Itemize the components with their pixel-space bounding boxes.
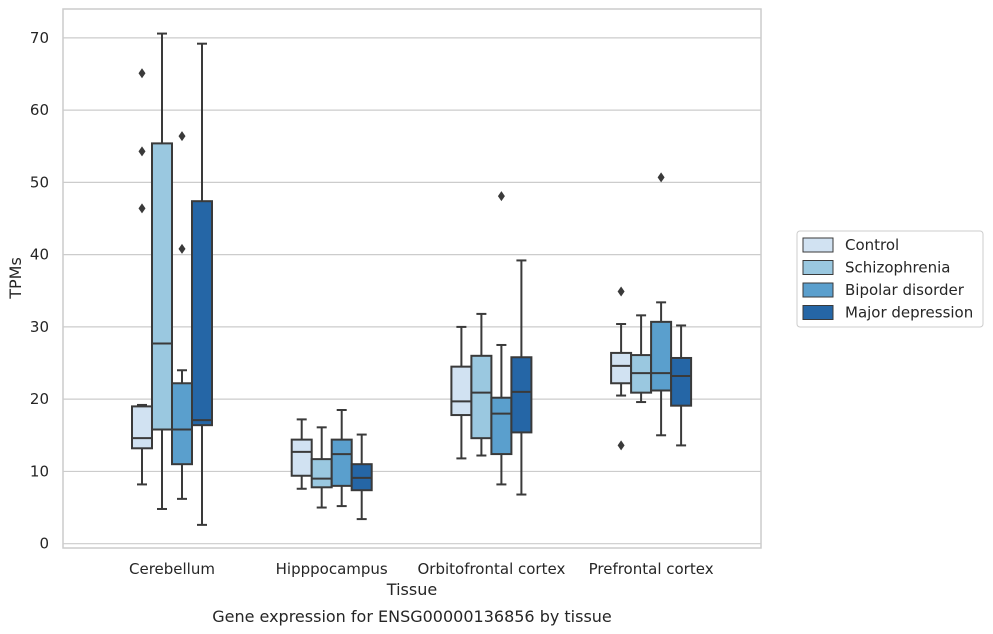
chart-caption: Gene expression for ENSG00000136856 by t… <box>212 607 612 626</box>
legend-swatch <box>802 260 834 275</box>
box-body <box>450 365 473 417</box>
y-tick-label: 50 <box>30 173 49 191</box>
box-body <box>330 438 353 487</box>
legend-label: Bipolar disorder <box>845 281 965 299</box>
box-2-2 <box>490 191 513 486</box>
box-3-1 <box>630 314 653 404</box>
box-0-1 <box>151 32 173 510</box>
box-body <box>510 356 533 434</box>
x-tick-label: Cerebellum <box>129 560 215 578</box>
box-2-1 <box>470 312 493 457</box>
y-tick-label: 70 <box>30 29 49 47</box>
box-3-3 <box>670 324 693 447</box>
box-0-2 <box>171 131 193 500</box>
x-axis-title: Tissue <box>386 580 437 599</box>
x-tick-label: Orbitofrontal cortex <box>417 560 565 578</box>
outlier-point <box>178 131 186 142</box>
outlier-point <box>138 203 146 214</box>
outlier-point <box>178 243 186 254</box>
legend-swatch <box>802 237 834 253</box>
box-body <box>191 200 213 427</box>
box-2-0 <box>450 325 473 460</box>
y-tick-label: 60 <box>30 101 49 119</box>
box-2-3 <box>510 259 533 496</box>
legend: Control Schizophrenia Bipolar disorder Majo… <box>796 230 984 328</box>
box-1-0 <box>290 418 313 490</box>
y-tick-label: 20 <box>30 390 49 408</box>
box-body <box>151 142 173 431</box>
plot-frame <box>62 8 762 549</box>
y-tick-label: 40 <box>30 246 49 264</box>
outlier-point <box>617 440 625 451</box>
y-axis-ticks: 0 10 20 30 40 50 60 70 <box>30 29 49 553</box>
box-1-3 <box>350 433 373 521</box>
legend-label: Schizophrenia <box>845 259 950 277</box>
legend-label: Control <box>845 236 899 254</box>
box-1-1 <box>310 426 333 509</box>
legend-frame <box>796 230 984 328</box>
outlier-point <box>138 146 146 157</box>
box-body <box>310 458 333 489</box>
box-3-2 <box>650 172 673 437</box>
box-body <box>670 356 693 407</box>
x-tick-label: Hipppocampus <box>276 560 388 578</box>
outlier-point <box>497 191 505 202</box>
box-body <box>490 396 513 456</box>
legend-label: Major depression <box>845 304 973 322</box>
y-tick-label: 10 <box>30 462 49 480</box>
legend-swatch <box>802 282 834 298</box>
box-body <box>610 351 633 385</box>
box-body <box>171 382 193 466</box>
box-1-2 <box>330 408 353 508</box>
box-body <box>470 354 493 440</box>
box-groups <box>131 32 693 526</box>
box-3-0 <box>610 286 633 451</box>
outlier-point <box>138 68 146 79</box>
outlier-point <box>657 172 665 183</box>
y-axis-title: TPMs <box>6 257 25 300</box>
box-body <box>650 320 673 392</box>
x-tick-label: Prefrontal cortex <box>589 560 714 578</box>
outlier-point <box>617 286 625 297</box>
y-tick-label: 0 <box>39 535 49 553</box>
box-0-0 <box>131 68 153 486</box>
box-0-3 <box>191 42 213 526</box>
x-axis-ticks: Cerebellum Hipppocampus Orbitofrontal cort… <box>129 560 714 578</box>
y-tick-label: 30 <box>30 318 49 336</box>
box-body <box>290 438 313 477</box>
legend-swatch <box>802 305 834 320</box>
box-body <box>131 405 153 450</box>
